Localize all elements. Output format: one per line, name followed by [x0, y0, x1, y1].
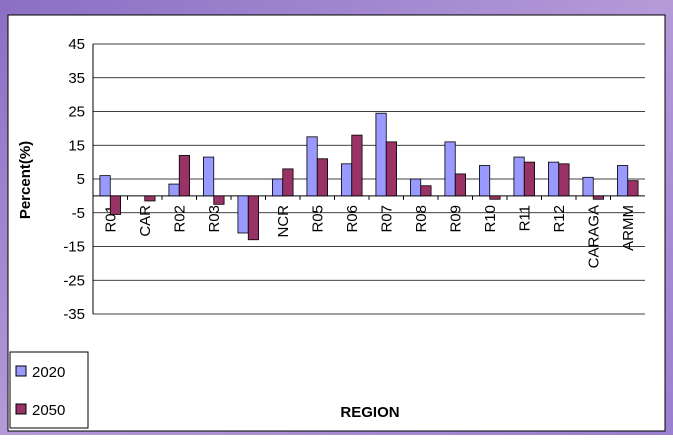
bar [385, 141, 398, 197]
bar [282, 168, 294, 197]
bar [99, 175, 111, 197]
bar [617, 165, 629, 197]
bar [178, 154, 191, 197]
legend [9, 351, 89, 429]
x-tick-label: CAR [137, 205, 154, 237]
bar [444, 141, 456, 197]
x-tick-label: R02 [171, 205, 188, 233]
x-tick-label: R05 [309, 205, 326, 233]
legend-label: 2050 [32, 402, 65, 419]
x-tick-label: NCR [275, 205, 292, 238]
bar [548, 161, 560, 197]
bar [306, 136, 318, 197]
bar [213, 195, 225, 205]
bar [489, 195, 501, 200]
y-tick-label: 25 [68, 104, 85, 121]
y-tick-label: 45 [68, 36, 85, 53]
bar [237, 195, 249, 234]
bar [202, 156, 215, 197]
chart-panel [7, 14, 666, 432]
bar [351, 134, 363, 197]
y-tick-label: 5 [77, 171, 85, 188]
bar [109, 195, 122, 215]
y-tick-label: -5 [72, 205, 85, 222]
bar [247, 195, 260, 241]
legend-swatch [15, 403, 27, 415]
legend-swatch [15, 365, 27, 377]
bar [420, 185, 432, 197]
x-tick-label: R11 [516, 205, 533, 231]
x-axis-title: REGION [340, 404, 399, 421]
y-tick-label: -35 [63, 306, 85, 323]
bar [375, 112, 387, 197]
x-tick-label: R09 [447, 205, 464, 233]
x-tick-label: R12 [551, 205, 568, 233]
bar [409, 178, 422, 197]
bar [454, 173, 467, 197]
bar [478, 165, 491, 197]
x-tick-label: CARAGA [585, 205, 602, 268]
x-tick-label: ARMM [620, 205, 637, 251]
bar [340, 163, 353, 197]
bar [168, 183, 180, 197]
bar [271, 178, 284, 197]
bar [144, 195, 156, 202]
y-tick-label: -25 [63, 272, 85, 289]
bar [513, 156, 525, 197]
y-tick-label: -15 [63, 239, 85, 256]
y-axis-title: Percent(%) [17, 141, 34, 219]
x-tick-label: R07 [378, 205, 395, 233]
x-tick-label: R06 [344, 205, 361, 233]
x-tick-label: R03 [206, 205, 223, 233]
bar [582, 176, 594, 197]
y-tick-label: 35 [68, 70, 85, 87]
bar [316, 158, 329, 197]
legend-label: 2020 [32, 364, 65, 381]
x-tick-label: R08 [413, 205, 430, 233]
y-tick-label: 15 [68, 137, 85, 154]
bar [523, 161, 536, 197]
bar [558, 163, 570, 197]
x-tick-label: R10 [482, 205, 499, 233]
bar [627, 180, 639, 197]
bar [592, 195, 605, 200]
